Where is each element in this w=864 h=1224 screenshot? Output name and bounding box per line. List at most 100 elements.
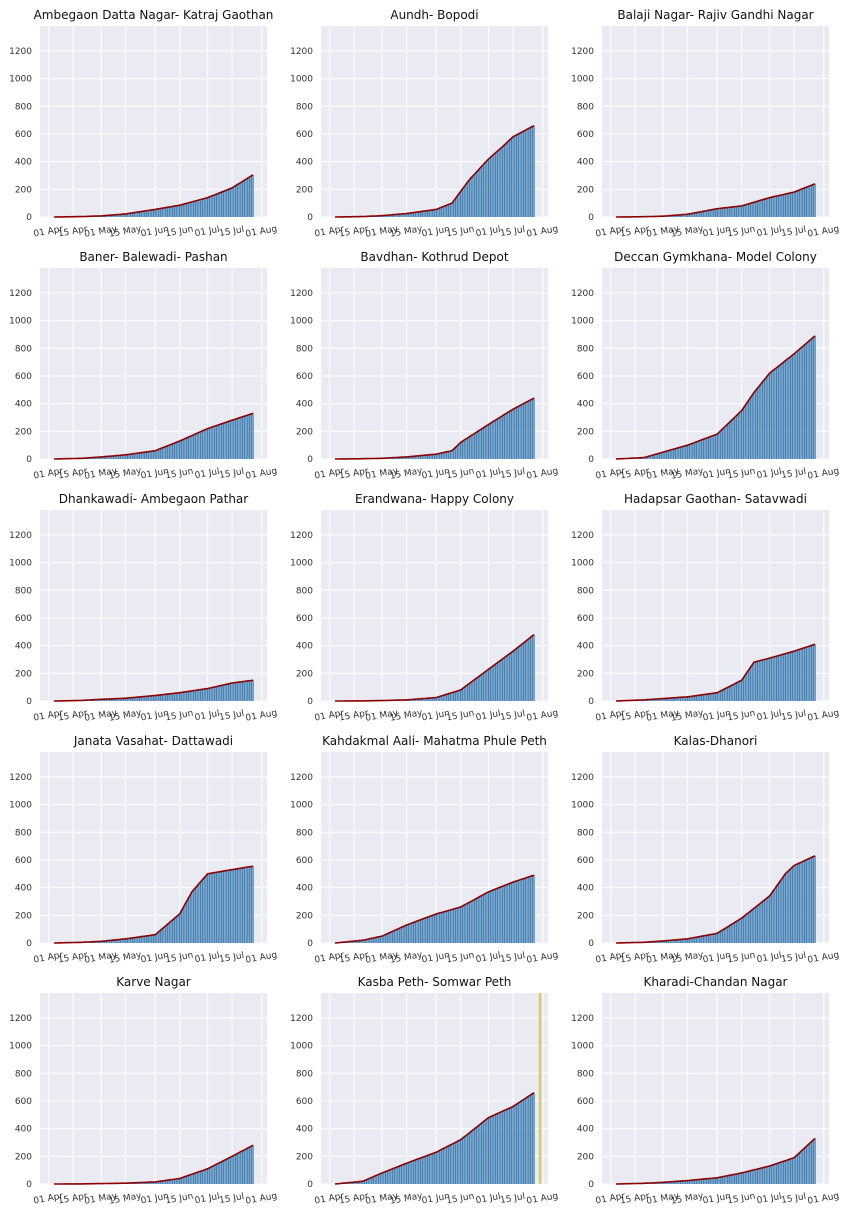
- bar: [674, 939, 677, 943]
- y-tick-label: 600: [15, 614, 32, 624]
- bar: [735, 206, 738, 217]
- bar: [501, 886, 504, 943]
- bar: [477, 431, 479, 459]
- bar: [798, 349, 801, 459]
- bar: [133, 697, 135, 701]
- bar: [245, 681, 247, 701]
- bar: [519, 879, 521, 943]
- bar: [98, 457, 101, 459]
- bar: [491, 666, 493, 701]
- x-tick-label: 01 Jun: [421, 1192, 451, 1207]
- bar: [704, 210, 706, 217]
- bar: [405, 456, 408, 459]
- bar: [688, 938, 691, 943]
- bar: [761, 381, 764, 459]
- y-tick-label: 1000: [571, 75, 594, 85]
- bar: [147, 935, 149, 943]
- bar: [786, 1160, 788, 1184]
- bar: [732, 1174, 734, 1184]
- bar: [686, 696, 689, 701]
- bar: [765, 1166, 767, 1184]
- x-tick-label: 15 Jul: [218, 709, 245, 723]
- bar: [515, 1104, 518, 1184]
- bar: [727, 926, 729, 943]
- bar: [477, 170, 479, 217]
- bar: [198, 432, 200, 459]
- bar: [730, 420, 732, 459]
- x-tick-label: 01 Jul: [756, 951, 783, 965]
- bar: [123, 454, 125, 459]
- bar: [390, 1169, 392, 1184]
- bar: [184, 904, 186, 943]
- bar: [206, 688, 209, 701]
- bar: [690, 213, 692, 217]
- bar: [716, 434, 718, 459]
- bar: [145, 451, 148, 459]
- bar: [432, 697, 434, 701]
- y-tick-label: 1200: [571, 289, 594, 299]
- bar: [428, 916, 430, 943]
- bar: [767, 658, 769, 701]
- bar: [180, 204, 183, 217]
- bar: [487, 1117, 490, 1184]
- bar: [681, 939, 684, 943]
- bar: [749, 203, 752, 217]
- bar: [245, 1148, 247, 1184]
- bar: [475, 432, 478, 459]
- bar: [137, 697, 139, 701]
- bar: [774, 196, 776, 217]
- bar: [709, 436, 711, 459]
- bar: [742, 205, 745, 217]
- x-tick-label: 15 Jul: [780, 225, 807, 239]
- bar: [121, 455, 123, 459]
- x-tick-label: 15 Jul: [499, 709, 526, 723]
- bar: [706, 1178, 708, 1184]
- bar: [751, 909, 753, 943]
- bar: [437, 453, 439, 459]
- bar: [117, 698, 120, 701]
- bar: [475, 172, 478, 217]
- bar: [770, 371, 773, 459]
- x-tick-label: 01 Jul: [475, 951, 502, 965]
- bar: [508, 883, 511, 943]
- bar: [665, 451, 668, 459]
- bar: [400, 927, 403, 943]
- bar: [486, 1118, 488, 1184]
- bar: [245, 867, 247, 943]
- plot-area: [321, 26, 548, 217]
- bar: [671, 1181, 673, 1184]
- bar: [412, 456, 415, 459]
- bar: [812, 856, 814, 943]
- y-tick-label: 1000: [290, 317, 313, 327]
- bar: [444, 452, 446, 459]
- bar: [501, 415, 504, 459]
- bar: [444, 205, 446, 217]
- y-tick-label: 400: [577, 1125, 594, 1135]
- bar: [468, 1132, 471, 1184]
- bar: [404, 1163, 406, 1184]
- bar: [730, 207, 732, 217]
- bar: [189, 894, 191, 943]
- bar: [250, 175, 252, 217]
- bar: [454, 1142, 457, 1184]
- bar: [512, 136, 514, 217]
- bar: [723, 427, 725, 459]
- bar: [489, 891, 492, 943]
- bar: [432, 1153, 434, 1184]
- bar: [533, 634, 535, 701]
- bar: [788, 357, 790, 459]
- bar: [503, 414, 506, 459]
- bar: [135, 697, 137, 701]
- bar: [768, 895, 771, 943]
- bar: [116, 698, 118, 701]
- bar: [760, 1168, 762, 1184]
- bar: [657, 453, 659, 459]
- bar: [515, 880, 518, 943]
- bar: [758, 386, 760, 459]
- bar: [479, 896, 481, 943]
- bar: [192, 201, 195, 217]
- bar: [205, 429, 207, 459]
- bar: [187, 437, 190, 459]
- bar: [772, 196, 774, 217]
